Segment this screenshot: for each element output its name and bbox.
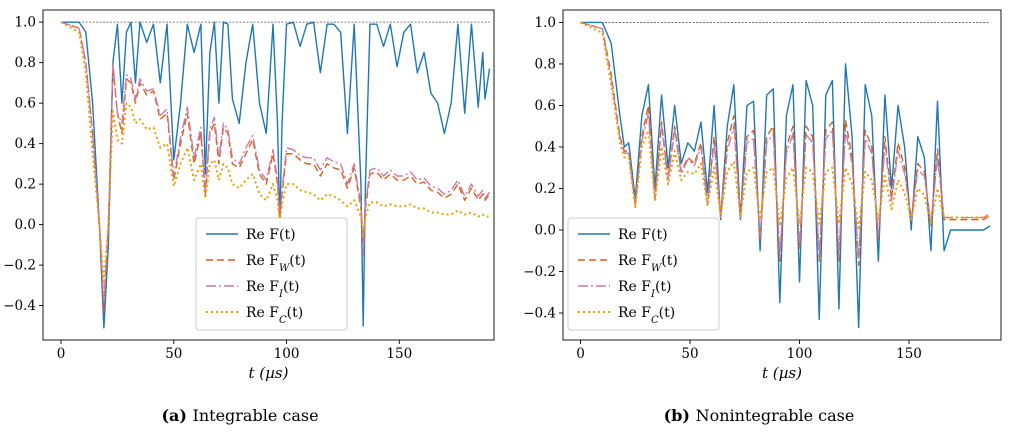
y-tick-label: 1.0 xyxy=(535,15,556,31)
y-tick-label: 0.6 xyxy=(15,96,36,112)
series-line-F xyxy=(61,21,491,329)
legend-label: Re FI(t) xyxy=(246,279,300,300)
y-tick-label: 0.8 xyxy=(535,56,556,72)
legend-box xyxy=(195,217,348,331)
legend-label: Re FW(t) xyxy=(618,253,678,274)
series-line-F xyxy=(580,21,991,329)
series-line-FI xyxy=(580,21,991,260)
y-tick-label: −0.2 xyxy=(523,264,556,280)
legend-label: Re FC(t) xyxy=(246,305,303,326)
y-tick-label: 0.2 xyxy=(15,177,36,193)
series-line-FI xyxy=(60,21,491,303)
series-line-FW xyxy=(60,21,491,313)
y-tick-label: 0.0 xyxy=(15,217,36,233)
panel-caption: (a) Integrable case xyxy=(161,406,318,425)
y-tick-label: 0.0 xyxy=(535,223,556,239)
series-line-FC xyxy=(60,21,490,283)
chart-panel-b: −0.4 −0.2 0.0 0.2 0.4 0.6 0.8 1.0 0 50 100 150 t (µs… xyxy=(523,9,1002,425)
series-line-FW xyxy=(580,21,991,266)
chart-panel-a: −0.4 −0.2 0.0 0.2 0.4 0.6 0.8 1.0 0 50 100 150 t (µs… xyxy=(3,9,495,425)
plot-frame xyxy=(562,9,1002,341)
x-tick-label: 0 xyxy=(576,346,585,362)
panel-caption: (b) Nonintegrable case xyxy=(664,406,855,425)
legend-box xyxy=(567,217,720,331)
x-tick-label: 150 xyxy=(896,346,922,362)
y-tick-label: −0.4 xyxy=(523,306,556,322)
y-tick-label: −0.2 xyxy=(3,258,36,274)
y-tick-label: 1.0 xyxy=(15,15,36,31)
y-tick-label: 0.4 xyxy=(535,139,556,155)
x-tick-label: 50 xyxy=(165,346,182,362)
plot-frame xyxy=(42,9,495,341)
y-tick-label: 0.8 xyxy=(15,55,36,71)
x-tick-label: 100 xyxy=(274,346,300,362)
x-axis-label: t (µs) xyxy=(249,364,289,382)
legend-label: Re F(t) xyxy=(618,227,668,243)
x-tick-label: 0 xyxy=(57,346,66,362)
series-line-FC xyxy=(580,21,991,231)
legend-label: Re FI(t) xyxy=(618,279,672,300)
x-tick-label: 50 xyxy=(681,346,698,362)
y-tick-label: 0.2 xyxy=(535,181,556,197)
legend-label: Re F(t) xyxy=(246,227,296,243)
x-tick-label: 150 xyxy=(386,346,412,362)
legend-label: Re FW(t) xyxy=(246,253,306,274)
y-tick-label: −0.4 xyxy=(3,298,36,314)
x-axis-label: t (µs) xyxy=(762,364,802,382)
x-tick-label: 100 xyxy=(787,346,813,362)
legend-label: Re FC(t) xyxy=(618,305,675,326)
y-tick-label: 0.6 xyxy=(535,98,556,114)
y-tick-label: 0.4 xyxy=(15,136,36,152)
